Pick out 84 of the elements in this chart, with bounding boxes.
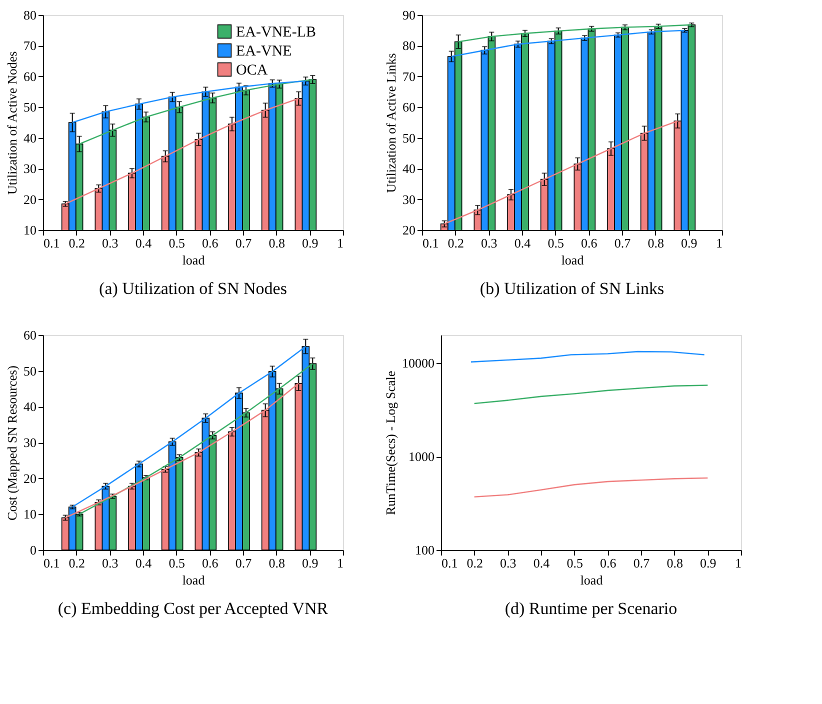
- y-tick-label: 10000: [402, 356, 434, 371]
- y-tick-label: 10: [24, 506, 36, 522]
- x-tick-label: 0.3: [102, 556, 118, 570]
- x-tick-label: 1: [716, 236, 722, 250]
- x-tick-label: 0.8: [666, 556, 683, 570]
- x-tick-label: 0.3: [102, 236, 118, 250]
- x-tick-label: 0.9: [302, 236, 318, 250]
- y-tick-label: 60: [24, 68, 36, 84]
- y-tick-label: 1000: [408, 449, 434, 464]
- x-tick-label: 0.3: [500, 556, 516, 570]
- x-tick-label: 0.6: [581, 236, 598, 250]
- line-series: [474, 384, 708, 404]
- y-tick-label: 20: [24, 470, 36, 486]
- x-tick-label: 0.9: [681, 236, 698, 250]
- x-tick-label: 0.6: [600, 556, 617, 570]
- text: (a) Utilization of SN Nodes: [99, 279, 287, 298]
- line-series: [470, 350, 705, 363]
- legend-label: EA-VNE: [236, 44, 292, 60]
- x-tick-label: 0.5: [168, 236, 185, 250]
- y-tick-label: 20: [402, 222, 416, 238]
- x-tick-label: 0.1: [442, 556, 458, 570]
- x-tick-label: 1: [735, 556, 742, 570]
- text: (b) Utilization of SN Links: [480, 279, 664, 298]
- legend-label: OCA: [236, 62, 268, 78]
- y-tick-label: 30: [24, 161, 36, 176]
- x-tick-label: 1: [337, 236, 344, 250]
- y-tick-label: 50: [402, 130, 416, 146]
- y-tick-label: 30: [24, 435, 36, 450]
- x-tick-label: 0.4: [533, 556, 550, 570]
- x-tick-label: 0.4: [135, 236, 152, 250]
- y-tick-label: 50: [24, 100, 36, 115]
- text: (d) Runtime per Scenario: [504, 599, 678, 618]
- x-tick-label: 0.8: [268, 556, 285, 570]
- y-tick-label: 50: [24, 363, 36, 378]
- x-tick-label: 0.2: [68, 236, 85, 250]
- y-axis-title: Cost (Mapped SN Resources): [4, 366, 20, 520]
- x-tick-label: 0.5: [168, 556, 185, 570]
- x-tick-label: 1: [337, 556, 344, 570]
- x-tick-label: 0.7: [633, 556, 650, 570]
- x-tick-label: 0.7: [235, 556, 252, 570]
- x-tick-label: 0.6: [202, 556, 219, 570]
- x-tick-label: 0.7: [235, 236, 252, 250]
- y-tick-label: 80: [24, 8, 36, 22]
- y-tick-label: 40: [24, 130, 36, 146]
- y-tick-label: 20: [24, 192, 36, 207]
- x-tick-label: 0.3: [481, 236, 498, 250]
- x-tick-label: 0.2: [466, 556, 483, 570]
- x-tick-label: 0.4: [135, 556, 152, 570]
- y-tick-label: 70: [24, 38, 36, 54]
- y-tick-label: 80: [402, 38, 416, 54]
- x-axis-title: load: [182, 572, 206, 588]
- x-tick-label: 0.9: [302, 556, 318, 570]
- x-tick-label: 0.2: [448, 236, 464, 250]
- y-tick-label: 40: [24, 399, 36, 414]
- legend-label: EA-VNE-LB: [236, 24, 316, 40]
- y-tick-label: 60: [402, 100, 416, 115]
- y-axis-title: RunTime(Secs) - Log Scale: [383, 370, 398, 516]
- y-tick-label: 60: [24, 328, 36, 342]
- x-tick-label: 0.7: [614, 236, 632, 250]
- y-tick-label: 90: [402, 8, 416, 22]
- line-series: [474, 477, 708, 498]
- x-tick-label: 0.6: [202, 236, 219, 250]
- x-axis-title: load: [580, 572, 604, 588]
- x-tick-label: 0.5: [548, 236, 564, 250]
- y-tick-label: 0: [30, 542, 36, 558]
- x-tick-label: 0.2: [68, 556, 85, 570]
- x-tick-label: 0.4: [514, 236, 532, 250]
- x-axis-title: load: [182, 252, 206, 268]
- x-tick-label: 0.8: [268, 236, 285, 250]
- x-tick-label: 0.5: [566, 556, 583, 570]
- y-tick-label: 40: [402, 161, 416, 176]
- y-tick-label: 70: [402, 68, 416, 84]
- x-tick-label: 0.1: [422, 236, 439, 250]
- y-tick-label: 100: [415, 542, 434, 558]
- x-axis-title: load: [561, 252, 584, 268]
- y-axis-title: Utilization of Active Nodes: [4, 51, 20, 195]
- x-tick-label: 0.1: [44, 556, 60, 570]
- y-axis-title: Utilization of Active Links: [384, 53, 398, 193]
- x-tick-label: 0.1: [44, 236, 60, 250]
- y-tick-label: 30: [402, 192, 416, 207]
- x-tick-label: 0.9: [700, 556, 716, 570]
- x-tick-label: 0.8: [648, 236, 664, 250]
- y-tick-label: 10: [24, 222, 36, 238]
- text: (c) Embedding Cost per Accepted VNR: [58, 599, 329, 618]
